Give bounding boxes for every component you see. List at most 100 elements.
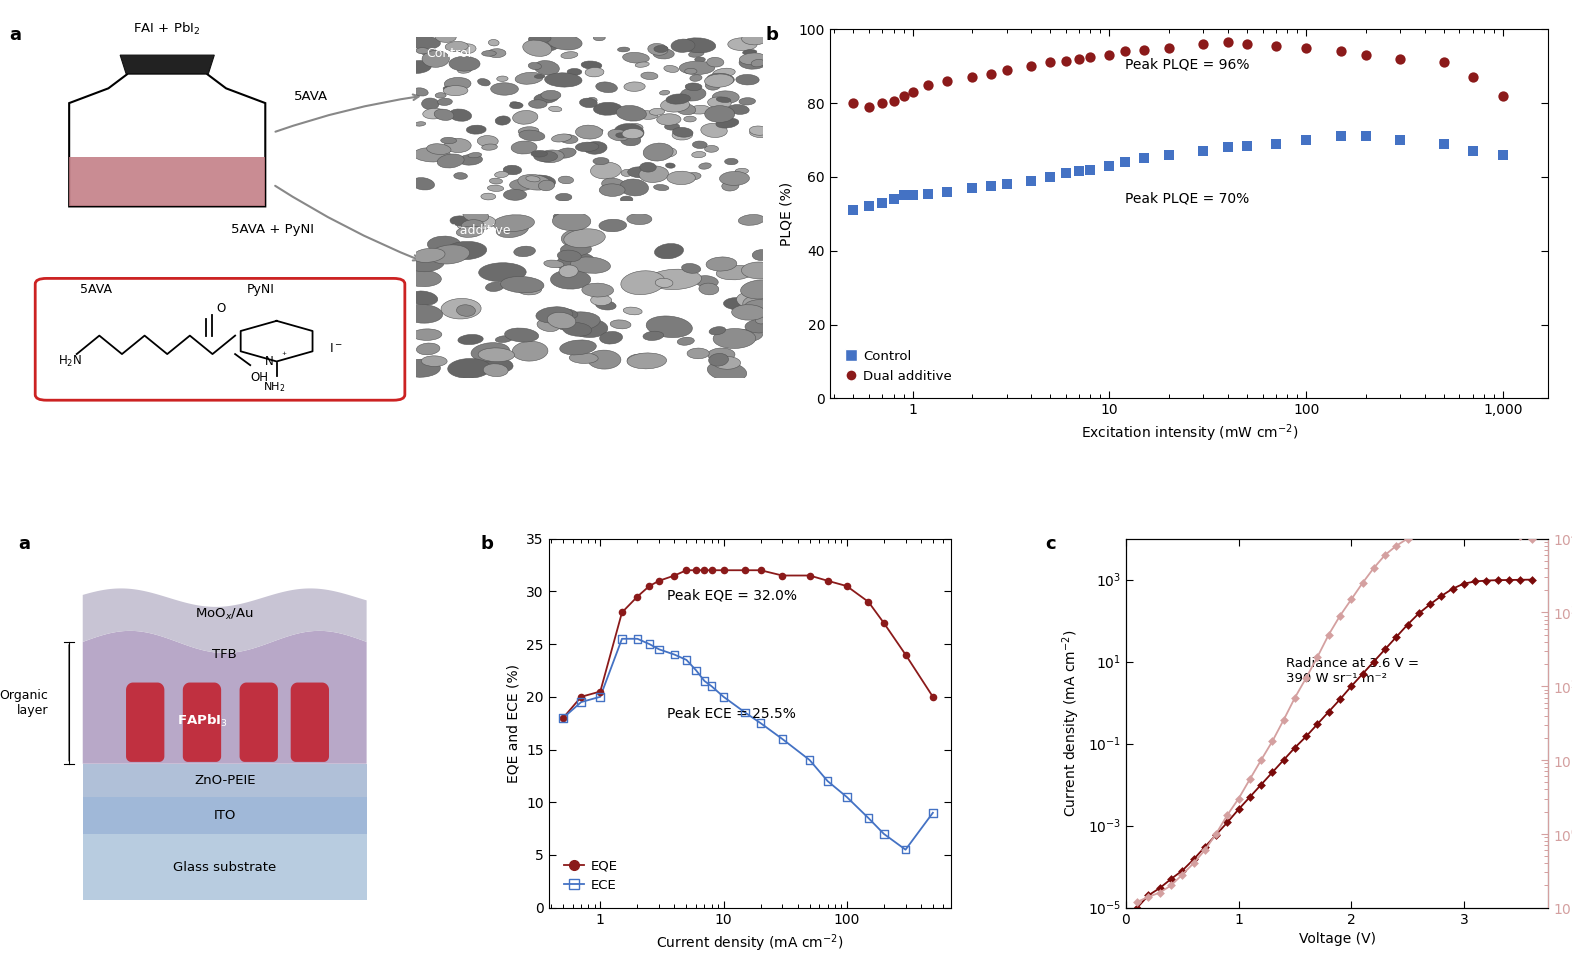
Point — [869, 96, 894, 111]
Ellipse shape — [665, 163, 676, 168]
Ellipse shape — [533, 38, 560, 51]
Ellipse shape — [610, 320, 630, 329]
Point — [920, 689, 945, 705]
X-axis label: Excitation intensity (mW cm$^{-2}$): Excitation intensity (mW cm$^{-2}$) — [1080, 423, 1298, 444]
Ellipse shape — [417, 343, 440, 355]
Ellipse shape — [624, 82, 645, 92]
Ellipse shape — [512, 342, 549, 361]
Ellipse shape — [720, 93, 737, 101]
Ellipse shape — [742, 50, 756, 55]
Ellipse shape — [467, 125, 486, 134]
Text: 5AVA: 5AVA — [294, 90, 327, 103]
Ellipse shape — [456, 305, 475, 316]
Text: Control: Control — [426, 47, 472, 60]
Point — [1294, 670, 1319, 685]
Point — [662, 568, 687, 584]
Text: b: b — [479, 535, 494, 553]
Point — [1078, 162, 1104, 178]
Ellipse shape — [412, 248, 445, 263]
Ellipse shape — [407, 254, 445, 271]
Point — [637, 636, 662, 652]
Ellipse shape — [509, 180, 534, 190]
Point — [901, 84, 926, 100]
Ellipse shape — [725, 158, 737, 165]
Ellipse shape — [660, 91, 670, 95]
Ellipse shape — [421, 98, 439, 109]
Ellipse shape — [750, 129, 770, 138]
Ellipse shape — [641, 72, 659, 79]
Ellipse shape — [627, 167, 652, 178]
Point — [1215, 807, 1240, 823]
Point — [1181, 855, 1206, 871]
Ellipse shape — [673, 130, 693, 140]
Ellipse shape — [582, 61, 602, 69]
Point — [869, 195, 894, 211]
Ellipse shape — [618, 47, 630, 52]
Ellipse shape — [599, 220, 627, 231]
Text: TFB: TFB — [212, 648, 237, 662]
Ellipse shape — [421, 250, 451, 262]
Ellipse shape — [550, 270, 591, 289]
Ellipse shape — [525, 176, 541, 182]
Ellipse shape — [489, 39, 500, 46]
Ellipse shape — [739, 53, 766, 64]
Ellipse shape — [434, 109, 454, 120]
Ellipse shape — [442, 299, 481, 319]
Ellipse shape — [538, 150, 564, 163]
Point — [1113, 154, 1138, 170]
Point — [1237, 790, 1262, 805]
Polygon shape — [83, 589, 366, 653]
Ellipse shape — [660, 99, 690, 112]
Point — [1339, 678, 1364, 694]
Ellipse shape — [740, 280, 780, 299]
Point — [1418, 596, 1443, 612]
Ellipse shape — [750, 126, 769, 136]
Point — [1113, 44, 1138, 60]
Text: 5AVA + PyNI: 5AVA + PyNI — [231, 223, 314, 236]
Ellipse shape — [481, 144, 497, 150]
Ellipse shape — [685, 173, 701, 181]
Point — [1350, 667, 1376, 682]
Ellipse shape — [623, 307, 643, 315]
Ellipse shape — [700, 163, 711, 169]
Ellipse shape — [528, 34, 552, 44]
Ellipse shape — [629, 110, 643, 116]
Point — [1327, 692, 1352, 708]
Ellipse shape — [497, 222, 528, 237]
Point — [588, 689, 613, 705]
Point — [978, 179, 1003, 194]
Ellipse shape — [681, 38, 715, 53]
Point — [841, 96, 866, 111]
Ellipse shape — [704, 145, 718, 152]
Ellipse shape — [517, 175, 552, 190]
Point — [569, 689, 594, 705]
Ellipse shape — [690, 75, 703, 81]
Ellipse shape — [648, 269, 701, 290]
Point — [569, 694, 594, 710]
Point — [935, 73, 960, 89]
Point — [1234, 138, 1259, 153]
Ellipse shape — [728, 38, 758, 51]
Ellipse shape — [563, 322, 591, 337]
Ellipse shape — [580, 99, 597, 107]
Ellipse shape — [417, 48, 429, 54]
Ellipse shape — [503, 165, 522, 175]
Point — [1394, 617, 1420, 632]
Point — [1486, 522, 1511, 538]
Point — [1460, 143, 1486, 159]
Ellipse shape — [531, 150, 547, 157]
Ellipse shape — [701, 123, 728, 138]
Ellipse shape — [621, 270, 665, 295]
Text: ITO: ITO — [214, 809, 236, 822]
Ellipse shape — [462, 209, 489, 223]
Ellipse shape — [523, 40, 552, 57]
Point — [915, 185, 940, 201]
Ellipse shape — [571, 257, 610, 273]
Ellipse shape — [459, 65, 472, 72]
Point — [1305, 649, 1330, 665]
FancyBboxPatch shape — [35, 278, 406, 400]
Point — [1234, 36, 1259, 52]
Point — [1508, 572, 1533, 588]
Ellipse shape — [435, 93, 446, 99]
Ellipse shape — [742, 33, 767, 45]
